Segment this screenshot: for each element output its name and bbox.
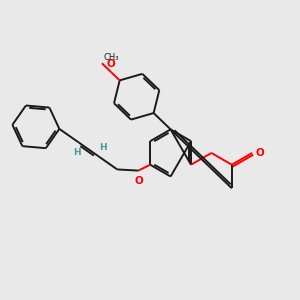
Text: O: O <box>106 59 115 69</box>
Text: O: O <box>134 176 143 186</box>
Text: H: H <box>73 148 80 157</box>
Text: O: O <box>256 148 265 158</box>
Text: H: H <box>99 143 107 152</box>
Text: CH₃: CH₃ <box>103 53 119 62</box>
